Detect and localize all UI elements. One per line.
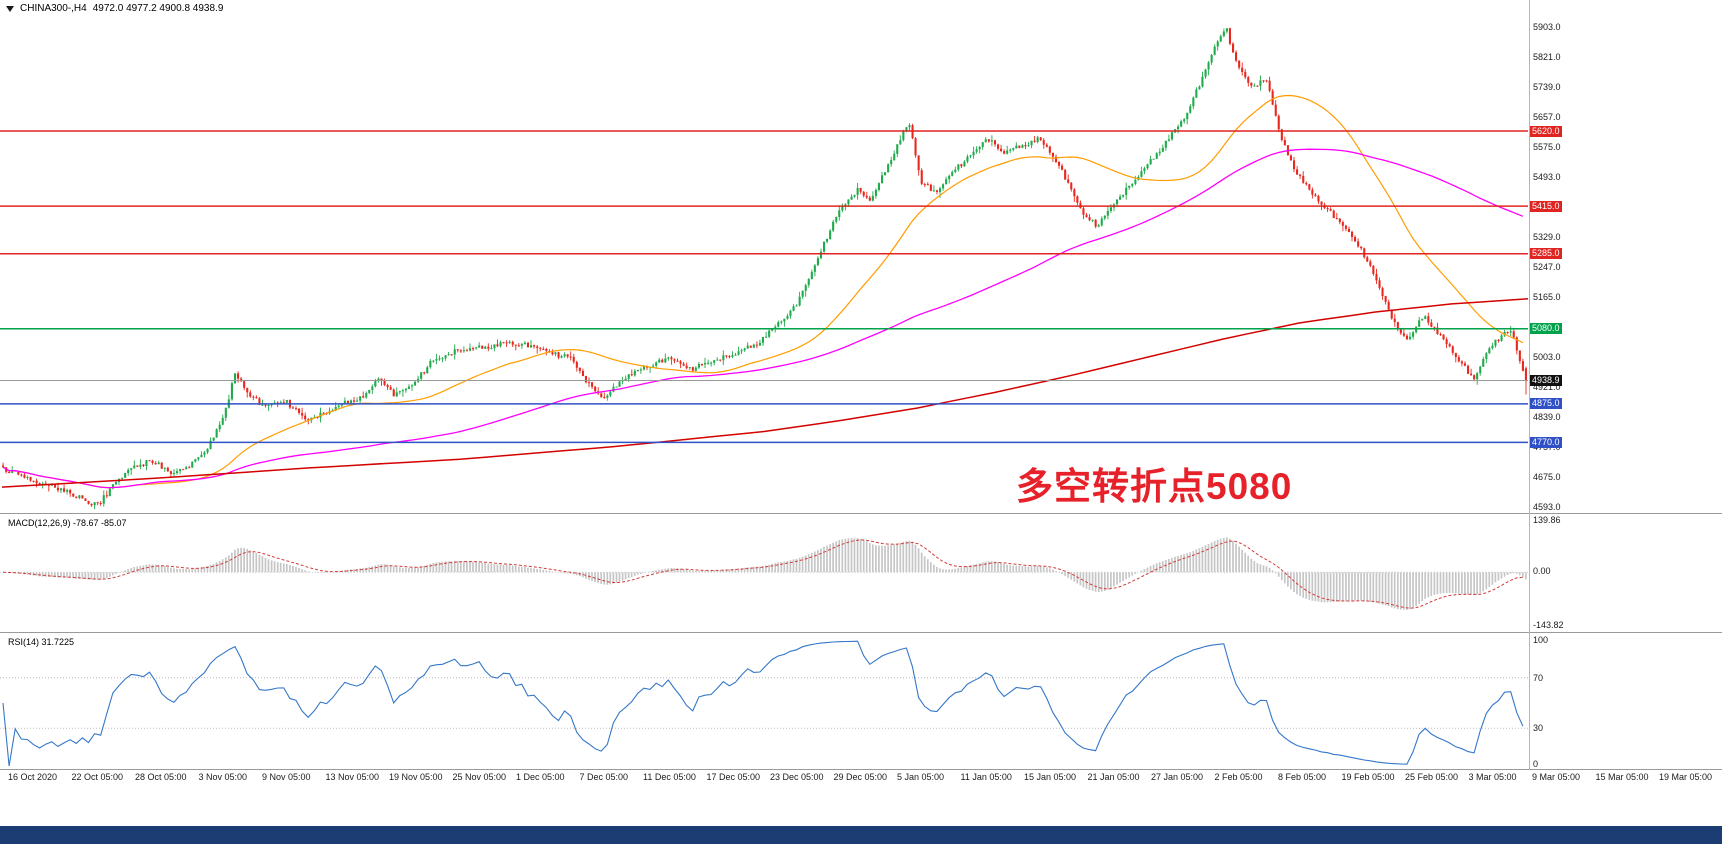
macd-axis-label: 0.00 [1533, 566, 1551, 577]
y-axis-label: 5903.0 [1533, 22, 1561, 32]
ma-medium-line [2, 148, 1524, 489]
y-axis-label: 4839.0 [1533, 412, 1561, 422]
time-axis-label: 19 Nov 05:00 [389, 772, 443, 782]
time-axis-label: 2 Feb 05:00 [1214, 772, 1263, 782]
macd-axis-label: -143.82 [1533, 620, 1564, 630]
rsi-axis-label: 70 [1533, 672, 1544, 683]
time-axis-label: 13 Nov 05:00 [325, 772, 380, 782]
time-axis-label: 1 Dec 05:00 [516, 772, 565, 782]
price-level-badge: 5285.0 [1530, 248, 1562, 260]
time-axis-label: 11 Dec 05:00 [643, 772, 696, 782]
y-axis-label: 5165.0 [1533, 292, 1561, 302]
price-level-badge: 5620.0 [1530, 125, 1562, 137]
macd-signal-line [2, 539, 1523, 609]
ohlc-values-label: 4972.0 4977.2 4900.8 4938.9 [92, 3, 224, 14]
time-axis-label: 25 Nov 05:00 [452, 772, 507, 782]
y-axis-label: 5493.0 [1533, 172, 1561, 182]
y-axis-label: 5657.0 [1533, 112, 1561, 122]
price-level-badge: 4770.0 [1530, 436, 1562, 448]
time-axis-label: 22 Oct 05:00 [71, 772, 124, 782]
time-axis-label: 11 Jan 05:00 [960, 772, 1012, 782]
chart-annotation-text: 多空转折点5080 [1016, 466, 1293, 507]
y-axis-label: 5003.0 [1533, 352, 1561, 362]
rsi-axis-label: 100 [1533, 635, 1549, 645]
time-axis-label: 16 Oct 2020 [8, 772, 58, 782]
time-axis-label: 5 Jan 05:00 [897, 772, 945, 782]
y-axis-label: 5739.0 [1533, 82, 1561, 92]
time-axis-label: 25 Feb 05:00 [1405, 772, 1459, 782]
time-axis-label: 19 Mar 05:00 [1659, 772, 1713, 782]
time-axis-label: 3 Nov 05:00 [198, 772, 248, 782]
collapse-triangle-icon[interactable] [6, 5, 14, 12]
y-axis-label: 5821.0 [1533, 52, 1561, 62]
time-axis-label: 23 Dec 05:00 [770, 772, 824, 782]
price-level-badge: 5415.0 [1530, 200, 1562, 212]
chart-header: CHINA300-,H4 4972.0 4977.2 4900.8 4938.9 [6, 3, 223, 14]
symbol-timeframe-label: CHINA300-,H4 [20, 3, 87, 14]
time-axis-label: 9 Mar 05:00 [1532, 772, 1581, 782]
time-axis-label: 15 Jan 05:00 [1024, 772, 1077, 782]
rsi-line [2, 640, 1524, 767]
rsi-axis-label: 30 [1533, 723, 1544, 734]
time-axis-label: 3 Mar 05:00 [1468, 772, 1517, 782]
time-axis-label: 21 Jan 05:00 [1087, 772, 1140, 782]
y-axis-label: 4921.0 [1533, 382, 1561, 392]
time-axis-label: 29 Dec 05:00 [833, 772, 888, 782]
macd-indicator-label: MACD(12,26,9) -78.67 -85.07 [8, 518, 127, 528]
time-axis-label: 15 Mar 05:00 [1595, 772, 1649, 782]
y-axis-label: 4593.0 [1533, 502, 1561, 512]
current-price-badge: 4938.9 [1530, 375, 1562, 386]
time-axis-label: 19 Feb 05:00 [1341, 772, 1395, 782]
rsi-indicator-label: RSI(14) 31.7225 [8, 637, 75, 647]
time-axis-label: 9 Nov 05:00 [262, 772, 311, 782]
ma-fast-line [2, 94, 1524, 489]
taskbar-strip [0, 826, 1722, 844]
time-axis-label: 27 Jan 05:00 [1151, 772, 1204, 782]
time-axis-label: 8 Feb 05:00 [1278, 772, 1327, 782]
time-axis-label: 7 Dec 05:00 [579, 772, 629, 782]
time-axis-label: 17 Dec 05:00 [706, 772, 761, 782]
price-level-badge: 4875.0 [1530, 398, 1562, 410]
rsi-axis-label: 0 [1533, 759, 1539, 769]
price-level-badge: 5080.0 [1530, 323, 1562, 335]
y-axis-label: 5329.0 [1533, 232, 1561, 242]
y-axis-label: 5575.0 [1533, 142, 1561, 152]
y-axis-label: 4675.0 [1533, 472, 1561, 482]
y-axis-label: 5247.0 [1533, 262, 1561, 272]
macd-axis-label: 139.86 [1533, 515, 1561, 525]
time-axis-label: 28 Oct 05:00 [135, 772, 187, 782]
